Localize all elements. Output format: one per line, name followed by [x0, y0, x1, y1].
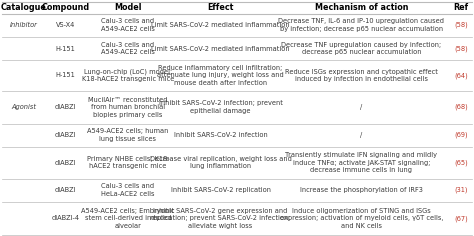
- Text: diABZI: diABZI: [55, 160, 76, 166]
- Text: Inhibit SARS-CoV-2 gene expression and
replication; prevent SARS-CoV-2 infection: Inhibit SARS-CoV-2 gene expression and r…: [150, 208, 291, 229]
- Text: Lung-on-chip (LoC) model;
K18-hACE2 transgenic mice: Lung-on-chip (LoC) model; K18-hACE2 tran…: [82, 68, 174, 82]
- Text: /: /: [360, 104, 363, 110]
- Text: H-151: H-151: [56, 46, 75, 51]
- Text: (64): (64): [454, 72, 468, 79]
- Text: Compound: Compound: [42, 4, 90, 13]
- Text: Calu-3 cells and
A549-ACE2 cells: Calu-3 cells and A549-ACE2 cells: [101, 42, 155, 55]
- Text: Catalogue: Catalogue: [0, 4, 46, 13]
- Text: (31): (31): [454, 187, 468, 194]
- Text: (67): (67): [454, 215, 468, 222]
- Text: Induce oligomerization of STING and ISGs
expression; activation of myeloid cells: Induce oligomerization of STING and ISGs…: [280, 208, 443, 229]
- Text: (69): (69): [454, 132, 468, 139]
- Text: VS-X4: VS-X4: [56, 22, 75, 28]
- Text: Limit SARS-CoV-2 mediated inflammation: Limit SARS-CoV-2 mediated inflammation: [151, 46, 290, 51]
- Text: Model: Model: [114, 4, 142, 13]
- Text: Inhibit SARS-CoV-2 infection; prevent
epithelial damage: Inhibit SARS-CoV-2 infection; prevent ep…: [159, 100, 283, 114]
- Text: MucilAir™ reconstituted
from human bronchial
biopies primary cells: MucilAir™ reconstituted from human bronc…: [88, 97, 168, 118]
- Text: diABZI: diABZI: [55, 187, 76, 193]
- Text: A549-ACE2 cells; Embryonic
stem cell-derived induced
alveolar: A549-ACE2 cells; Embryonic stem cell-der…: [81, 208, 174, 229]
- Text: /: /: [360, 132, 363, 138]
- Text: Increase the phosphorylation of IRF3: Increase the phosphorylation of IRF3: [300, 187, 423, 193]
- Text: diABZI: diABZI: [55, 132, 76, 138]
- Text: (65): (65): [454, 160, 468, 166]
- Text: Reduce inflammatory cell infiltration;
attenuate lung injury, weight loss and
mo: Reduce inflammatory cell infiltration; a…: [157, 65, 284, 86]
- Text: diABZI: diABZI: [55, 104, 76, 110]
- Text: (58): (58): [454, 22, 468, 28]
- Text: Decrease TNF, IL-6 and IP-10 upregulation caused
by infection; decrease p65 nucl: Decrease TNF, IL-6 and IP-10 upregulatio…: [278, 18, 444, 32]
- Text: Inhibitor: Inhibitor: [9, 22, 37, 28]
- Text: Decrease viral replication, weight loss and
lung inflammation: Decrease viral replication, weight loss …: [150, 156, 292, 169]
- Text: A549-ACE2 cells; human
lung tissue slices: A549-ACE2 cells; human lung tissue slice…: [87, 128, 169, 142]
- Text: Reduce ISGs expression and cytopathic effect
induced by infection in endothelial: Reduce ISGs expression and cytopathic ef…: [285, 69, 438, 82]
- Text: Primary NHBE cells; K18-
hACE2 transgenic mice: Primary NHBE cells; K18- hACE2 transgeni…: [87, 156, 169, 169]
- Text: (58): (58): [454, 45, 468, 52]
- Text: Effect: Effect: [208, 4, 234, 13]
- Text: Inhibit SARS-CoV-2 infection: Inhibit SARS-CoV-2 infection: [173, 132, 267, 138]
- Text: Inhibit SARS-CoV-2 replication: Inhibit SARS-CoV-2 replication: [171, 187, 271, 193]
- Text: Agonist: Agonist: [11, 104, 36, 110]
- Text: diABZI-4: diABZI-4: [52, 215, 80, 221]
- Text: Calu-3 cells and
HeLa-ACE2 cells: Calu-3 cells and HeLa-ACE2 cells: [101, 183, 155, 197]
- Text: Transiently stimulate IFN signaling and mildly
induce TNFα; activate JAK-STAT si: Transiently stimulate IFN signaling and …: [285, 152, 438, 173]
- Text: Calu-3 cells and
A549-ACE2 cells: Calu-3 cells and A549-ACE2 cells: [101, 18, 155, 32]
- Text: Limit SARS-CoV-2 mediated inflammation: Limit SARS-CoV-2 mediated inflammation: [151, 22, 290, 28]
- Text: Decrease TNF upregulation caused by infection;
decrease p65 nuclear accumulation: Decrease TNF upregulation caused by infe…: [281, 42, 441, 55]
- Text: Ref: Ref: [454, 4, 469, 13]
- Text: Mechanism of action: Mechanism of action: [315, 4, 408, 13]
- Text: (68): (68): [454, 104, 468, 110]
- Text: H-151: H-151: [56, 72, 75, 78]
